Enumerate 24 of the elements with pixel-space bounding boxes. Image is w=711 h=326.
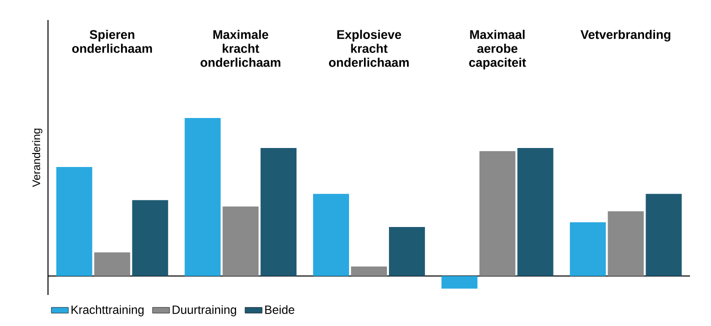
x-tick-label: Vetverbranding xyxy=(580,30,670,42)
bar xyxy=(222,206,259,276)
bar xyxy=(351,266,387,276)
x-tick-label: Maximaal aerobe capaciteit xyxy=(469,30,526,70)
bar xyxy=(479,151,516,276)
bar xyxy=(388,227,425,276)
bar xyxy=(646,194,682,276)
bar xyxy=(570,222,606,276)
bar xyxy=(56,166,92,276)
bar xyxy=(313,194,350,276)
x-tick-label: Explosieve kracht onderlichaam xyxy=(329,30,409,67)
bar xyxy=(517,148,554,276)
bar xyxy=(260,148,297,276)
legend-label: Beide xyxy=(265,305,294,314)
legend-label: Duurtraining xyxy=(172,305,236,316)
x-tick-label: Spieren onderlichaam xyxy=(72,30,152,53)
bar xyxy=(94,252,130,276)
legend-label: Krachttraining xyxy=(72,305,144,316)
bar xyxy=(132,200,168,276)
bar xyxy=(608,211,644,276)
x-tick-label: Maximale kracht onderlichaam xyxy=(200,30,280,67)
bar xyxy=(184,118,221,276)
bar xyxy=(441,276,478,289)
y-axis-title: Verandering xyxy=(32,128,42,187)
